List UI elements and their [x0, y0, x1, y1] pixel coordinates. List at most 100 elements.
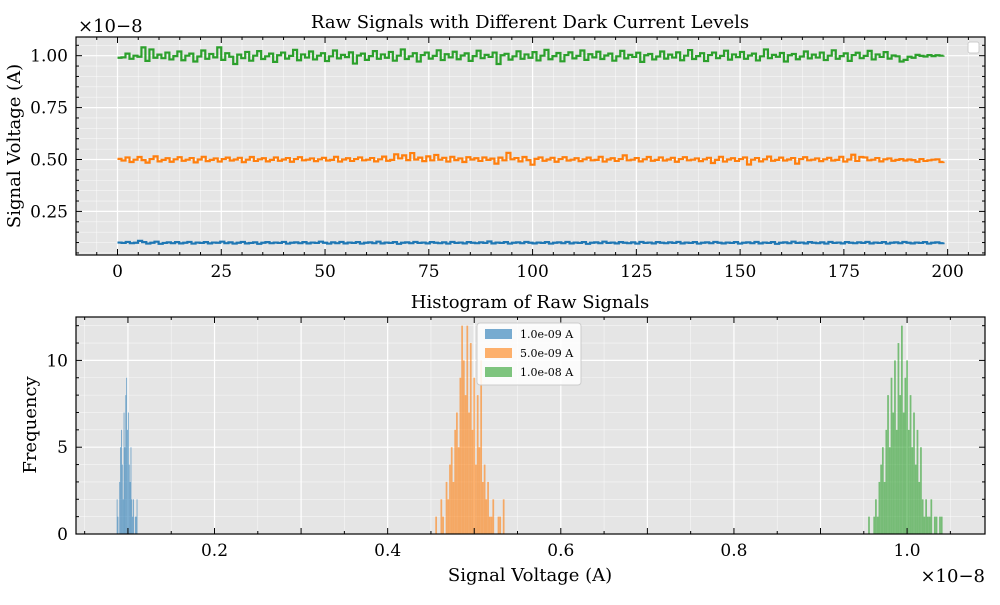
- top-x-tick-labels: 0 25 50 75 100 125 150 175 200: [112, 262, 964, 282]
- histogram-bar-2: [880, 464, 882, 534]
- bottom-x-tick-label: 1.0: [894, 541, 921, 561]
- histogram-bar-0: [130, 447, 132, 534]
- histogram-bar-2: [914, 464, 917, 534]
- histogram-bar-1: [502, 499, 505, 534]
- bottom-y-tick-labels: 0 5 10: [46, 351, 68, 545]
- histogram-bar-2: [885, 429, 888, 534]
- histogram-bar-2: [911, 447, 914, 534]
- histogram-bar-0: [117, 516, 119, 534]
- top-y-tick-label: 1.00: [30, 47, 68, 67]
- histogram-bar-1: [456, 412, 458, 534]
- histogram-bar-2: [894, 360, 896, 534]
- legend-label-2: 1.0e-08 A: [520, 366, 574, 379]
- histogram-panel: 0.2 0.4 0.6 0.8 1.0 0 5 10 Histogram of Raw Si…: [20, 292, 986, 587]
- histogram-bar-2: [907, 429, 910, 534]
- histogram-bar-1: [454, 429, 457, 534]
- line-chart-panel: 0 25 50 75 100 125 150 175 200 0.250.500.751.00 …: [4, 12, 986, 282]
- bottom-ticks: [76, 317, 985, 535]
- bottom-x-tick-label: 0.6: [547, 541, 574, 561]
- histogram-bar-2: [928, 516, 931, 534]
- bottom-chart-title: Histogram of Raw Signals: [411, 292, 649, 313]
- bottom-y-tick-label: 10: [46, 351, 68, 371]
- bottom-y-tick-label: 5: [57, 438, 68, 458]
- histogram-bar-1: [475, 464, 477, 534]
- legend-label-0: 1.0e-09 A: [520, 328, 574, 341]
- histogram-bar-2: [930, 499, 933, 534]
- top-series-line-0: [117, 239, 945, 245]
- histogram-bar-2: [916, 429, 919, 534]
- histogram-bar-1: [490, 516, 493, 534]
- histogram-bar-1: [469, 343, 472, 534]
- histogram-bar-2: [901, 325, 903, 534]
- top-series-line-1: [117, 151, 945, 166]
- top-x-tick-label: 200: [931, 262, 963, 282]
- histogram-bar-2: [918, 481, 921, 534]
- histogram-bar-1: [476, 395, 479, 534]
- histogram-bar-2: [926, 516, 929, 534]
- histogram-bar-1: [464, 395, 467, 534]
- histogram-bar-2: [897, 343, 900, 534]
- histogram-bar-1: [445, 481, 448, 534]
- bottom-y-tick-label: 0: [57, 525, 68, 545]
- histogram-bar-0: [135, 516, 137, 534]
- top-series-line-2: [117, 46, 945, 66]
- histogram-bar-0: [127, 412, 129, 534]
- top-x-tick-label: 175: [828, 262, 860, 282]
- histogram-bar-2: [913, 412, 915, 534]
- histogram-bar-1: [435, 516, 438, 534]
- histogram-bar-2: [921, 499, 924, 534]
- bottom-legend: 1.0e-09 A 5.0e-09 A 1.0e-08 A: [476, 322, 582, 386]
- legend-label-1: 5.0e-09 A: [520, 347, 574, 360]
- histogram-bar-1: [468, 412, 470, 534]
- histogram-bar-0: [125, 395, 127, 534]
- legend-swatch-0: [485, 329, 512, 339]
- top-x-tick-label: 150: [724, 262, 756, 282]
- bottom-x-axis-title: Signal Voltage (A): [448, 565, 612, 586]
- histogram-bar-2: [890, 377, 893, 534]
- histogram-bar-0: [133, 499, 135, 534]
- top-chart-title: Raw Signals with Different Dark Current …: [311, 12, 749, 33]
- histogram-bar-1: [440, 499, 443, 534]
- histogram-bar-1: [471, 429, 474, 534]
- histogram-bar-2: [940, 516, 943, 534]
- histogram-bar-0: [121, 429, 122, 534]
- histogram-bar-2: [895, 429, 898, 534]
- top-y-tick-label: 0.50: [30, 150, 68, 170]
- histogram-bar-2: [909, 395, 912, 534]
- histogram-bar-2: [933, 516, 936, 534]
- histogram-bar-1: [480, 360, 483, 534]
- top-x-tick-label: 125: [620, 262, 652, 282]
- histogram-bar-2: [925, 499, 927, 534]
- histogram-bar-2: [923, 516, 926, 534]
- histogram-bar-0: [128, 464, 130, 534]
- top-plot-background: [76, 37, 985, 255]
- histogram-bar-2: [892, 412, 895, 534]
- top-x-tick-label: 0: [112, 262, 123, 282]
- top-y-axis-title: Signal Voltage (A): [4, 64, 25, 228]
- histogram-bar-0: [122, 499, 124, 534]
- top-y-tick-label: 0.75: [30, 99, 68, 119]
- bottom-x-tick-label: 0.8: [720, 541, 747, 561]
- histogram-bar-0: [123, 412, 125, 534]
- legend-swatch-2: [485, 367, 512, 377]
- histogram-bar-0: [119, 481, 121, 534]
- histogram-bar-0: [124, 447, 126, 534]
- histogram-bar-1: [487, 481, 489, 534]
- histogram-bar-2: [902, 412, 905, 534]
- top-y-tick-label: 0.25: [30, 202, 68, 222]
- top-plot-frame: [75, 36, 986, 256]
- histogram-bar-2: [904, 377, 907, 534]
- histogram-bar-2: [876, 516, 879, 534]
- top-x-tick-label: 50: [314, 262, 336, 282]
- bottom-x-tick-labels: 0.2 0.4 0.6 0.8 1.0: [201, 541, 921, 561]
- histogram-bar-2: [878, 481, 881, 534]
- bottom-plot-frame: [75, 316, 986, 535]
- histogram-bar-1: [483, 464, 486, 534]
- histogram-bar-1: [492, 499, 495, 534]
- histogram-bar-2: [873, 516, 876, 534]
- histogram-bar-1: [459, 377, 462, 534]
- histogram-bar-0: [132, 516, 134, 534]
- top-series-lines: [117, 46, 945, 245]
